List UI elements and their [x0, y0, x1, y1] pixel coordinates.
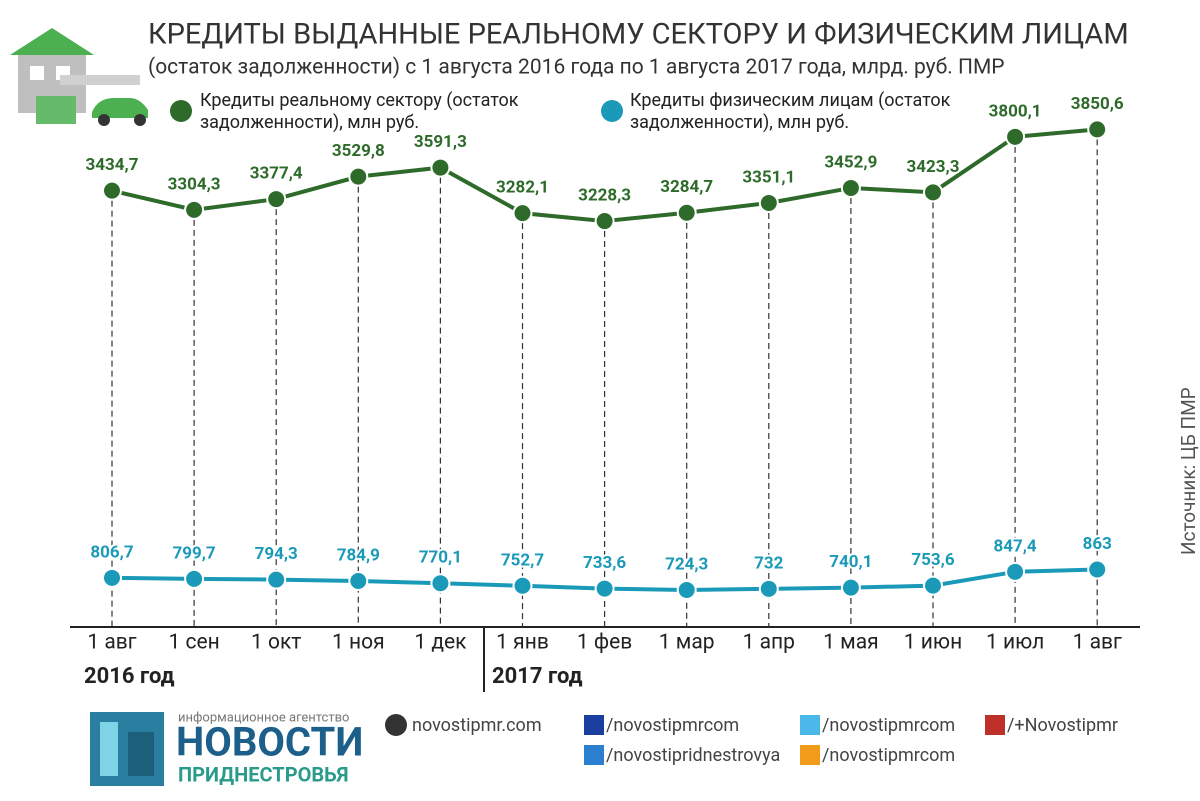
- data-label: 3529,8: [332, 141, 385, 161]
- data-label: 740,1: [829, 552, 872, 572]
- point: [1087, 559, 1108, 580]
- data-label: 3284,7: [660, 177, 713, 197]
- data-label: 753,6: [911, 550, 954, 570]
- data-label: 724,3: [665, 554, 708, 574]
- point: [840, 177, 861, 198]
- data-label: 3377,4: [250, 164, 303, 184]
- x-tick-label: 1 июн: [904, 631, 962, 655]
- point: [184, 199, 205, 220]
- social-link[interactable]: /novostipmrcom: [606, 715, 739, 736]
- legend-swatch: [170, 100, 192, 122]
- brand-sub: ПРИДНЕСТРОВЬЯ: [178, 762, 349, 786]
- point: [184, 568, 205, 589]
- legend-swatch: [601, 100, 623, 122]
- x-tick-label: 1 авг: [87, 631, 136, 655]
- point: [102, 567, 122, 588]
- data-label: 3434,7: [86, 155, 139, 175]
- data-label: 3228,3: [578, 186, 631, 206]
- x-tick-label: 1 дек: [414, 631, 467, 655]
- point: [923, 182, 943, 203]
- data-label: 794,3: [255, 544, 298, 564]
- social-link[interactable]: /novostipmrcom: [822, 745, 955, 766]
- point: [266, 569, 287, 590]
- brand: НОВОСТИ: [176, 719, 363, 766]
- point: [512, 203, 533, 224]
- point: [1087, 119, 1108, 140]
- point: [758, 192, 779, 213]
- data-label: 3591,3: [414, 132, 467, 152]
- legend-entry: Кредиты физическим лицам (остаток задолж…: [630, 90, 951, 133]
- x-tick-label: 1 апр: [743, 631, 795, 655]
- x-tick-label: 1 мар: [659, 631, 715, 655]
- agency: информационное агентство: [178, 710, 349, 725]
- social-link[interactable]: /novostipridnestrovya: [606, 745, 780, 766]
- point: [676, 579, 697, 600]
- point: [348, 571, 369, 592]
- data-label: 799,7: [172, 543, 215, 563]
- year-label: 2016 год: [84, 664, 175, 689]
- data-label: 733,6: [583, 553, 626, 573]
- chart-subtitle: (остаток задолженности) с 1 августа 2016…: [148, 56, 1005, 80]
- x-tick-label: 1 ноя: [332, 631, 385, 655]
- data-label: 3800,1: [989, 101, 1042, 121]
- data-label: 3452,9: [824, 152, 877, 172]
- point: [102, 180, 122, 201]
- data-label: 770,1: [419, 548, 462, 568]
- header-icon: [10, 28, 148, 126]
- x-tick-label: 1 фев: [577, 631, 632, 655]
- x-tick-label: 1 янв: [496, 631, 549, 655]
- data-label: 863: [1083, 534, 1112, 554]
- data-label: 847,4: [993, 536, 1036, 556]
- point: [594, 578, 615, 599]
- point: [594, 211, 615, 232]
- point: [1005, 126, 1026, 147]
- x-tick-label: 1 мая: [823, 631, 879, 655]
- point: [923, 575, 943, 596]
- data-label: 732: [754, 553, 784, 573]
- data-label: 3304,3: [168, 174, 221, 194]
- logo: [90, 712, 164, 786]
- data-label: 806,7: [90, 542, 133, 562]
- x-tick-label: 1 июл: [986, 631, 1044, 655]
- point: [840, 577, 861, 598]
- x-tick-label: 1 сен: [168, 631, 219, 655]
- point: [676, 202, 697, 223]
- legend-entry: Кредиты реальному сектору (остаток задол…: [200, 90, 519, 133]
- data-label: 752,7: [501, 550, 544, 570]
- chart-title: КРЕДИТЫ ВЫДАННЫЕ РЕАЛЬНОМУ СЕКТОРУ И ФИЗ…: [148, 18, 1129, 52]
- year-label: 2017 год: [492, 664, 583, 689]
- data-label: 3351,1: [742, 167, 795, 187]
- data-label: 3850,6: [1071, 94, 1124, 114]
- social-link[interactable]: /+Novostipmr: [1007, 715, 1118, 736]
- point: [266, 189, 287, 210]
- point: [348, 166, 369, 187]
- social-link[interactable]: /novostipmrcom: [822, 715, 955, 736]
- data-label: 784,9: [337, 546, 380, 566]
- data-label: 3282,1: [496, 178, 549, 198]
- point: [758, 578, 779, 599]
- source: Источник: ЦБ ПМР: [1177, 387, 1200, 555]
- x-tick-label: 1 окт: [251, 631, 301, 655]
- data-label: 3423,3: [907, 157, 960, 177]
- point: [1005, 561, 1026, 582]
- point: [430, 157, 451, 178]
- social-link[interactable]: novostipmr.com: [412, 715, 542, 736]
- x-tick-label: 1 авг: [1073, 631, 1122, 655]
- point: [512, 575, 533, 596]
- point: [430, 573, 451, 594]
